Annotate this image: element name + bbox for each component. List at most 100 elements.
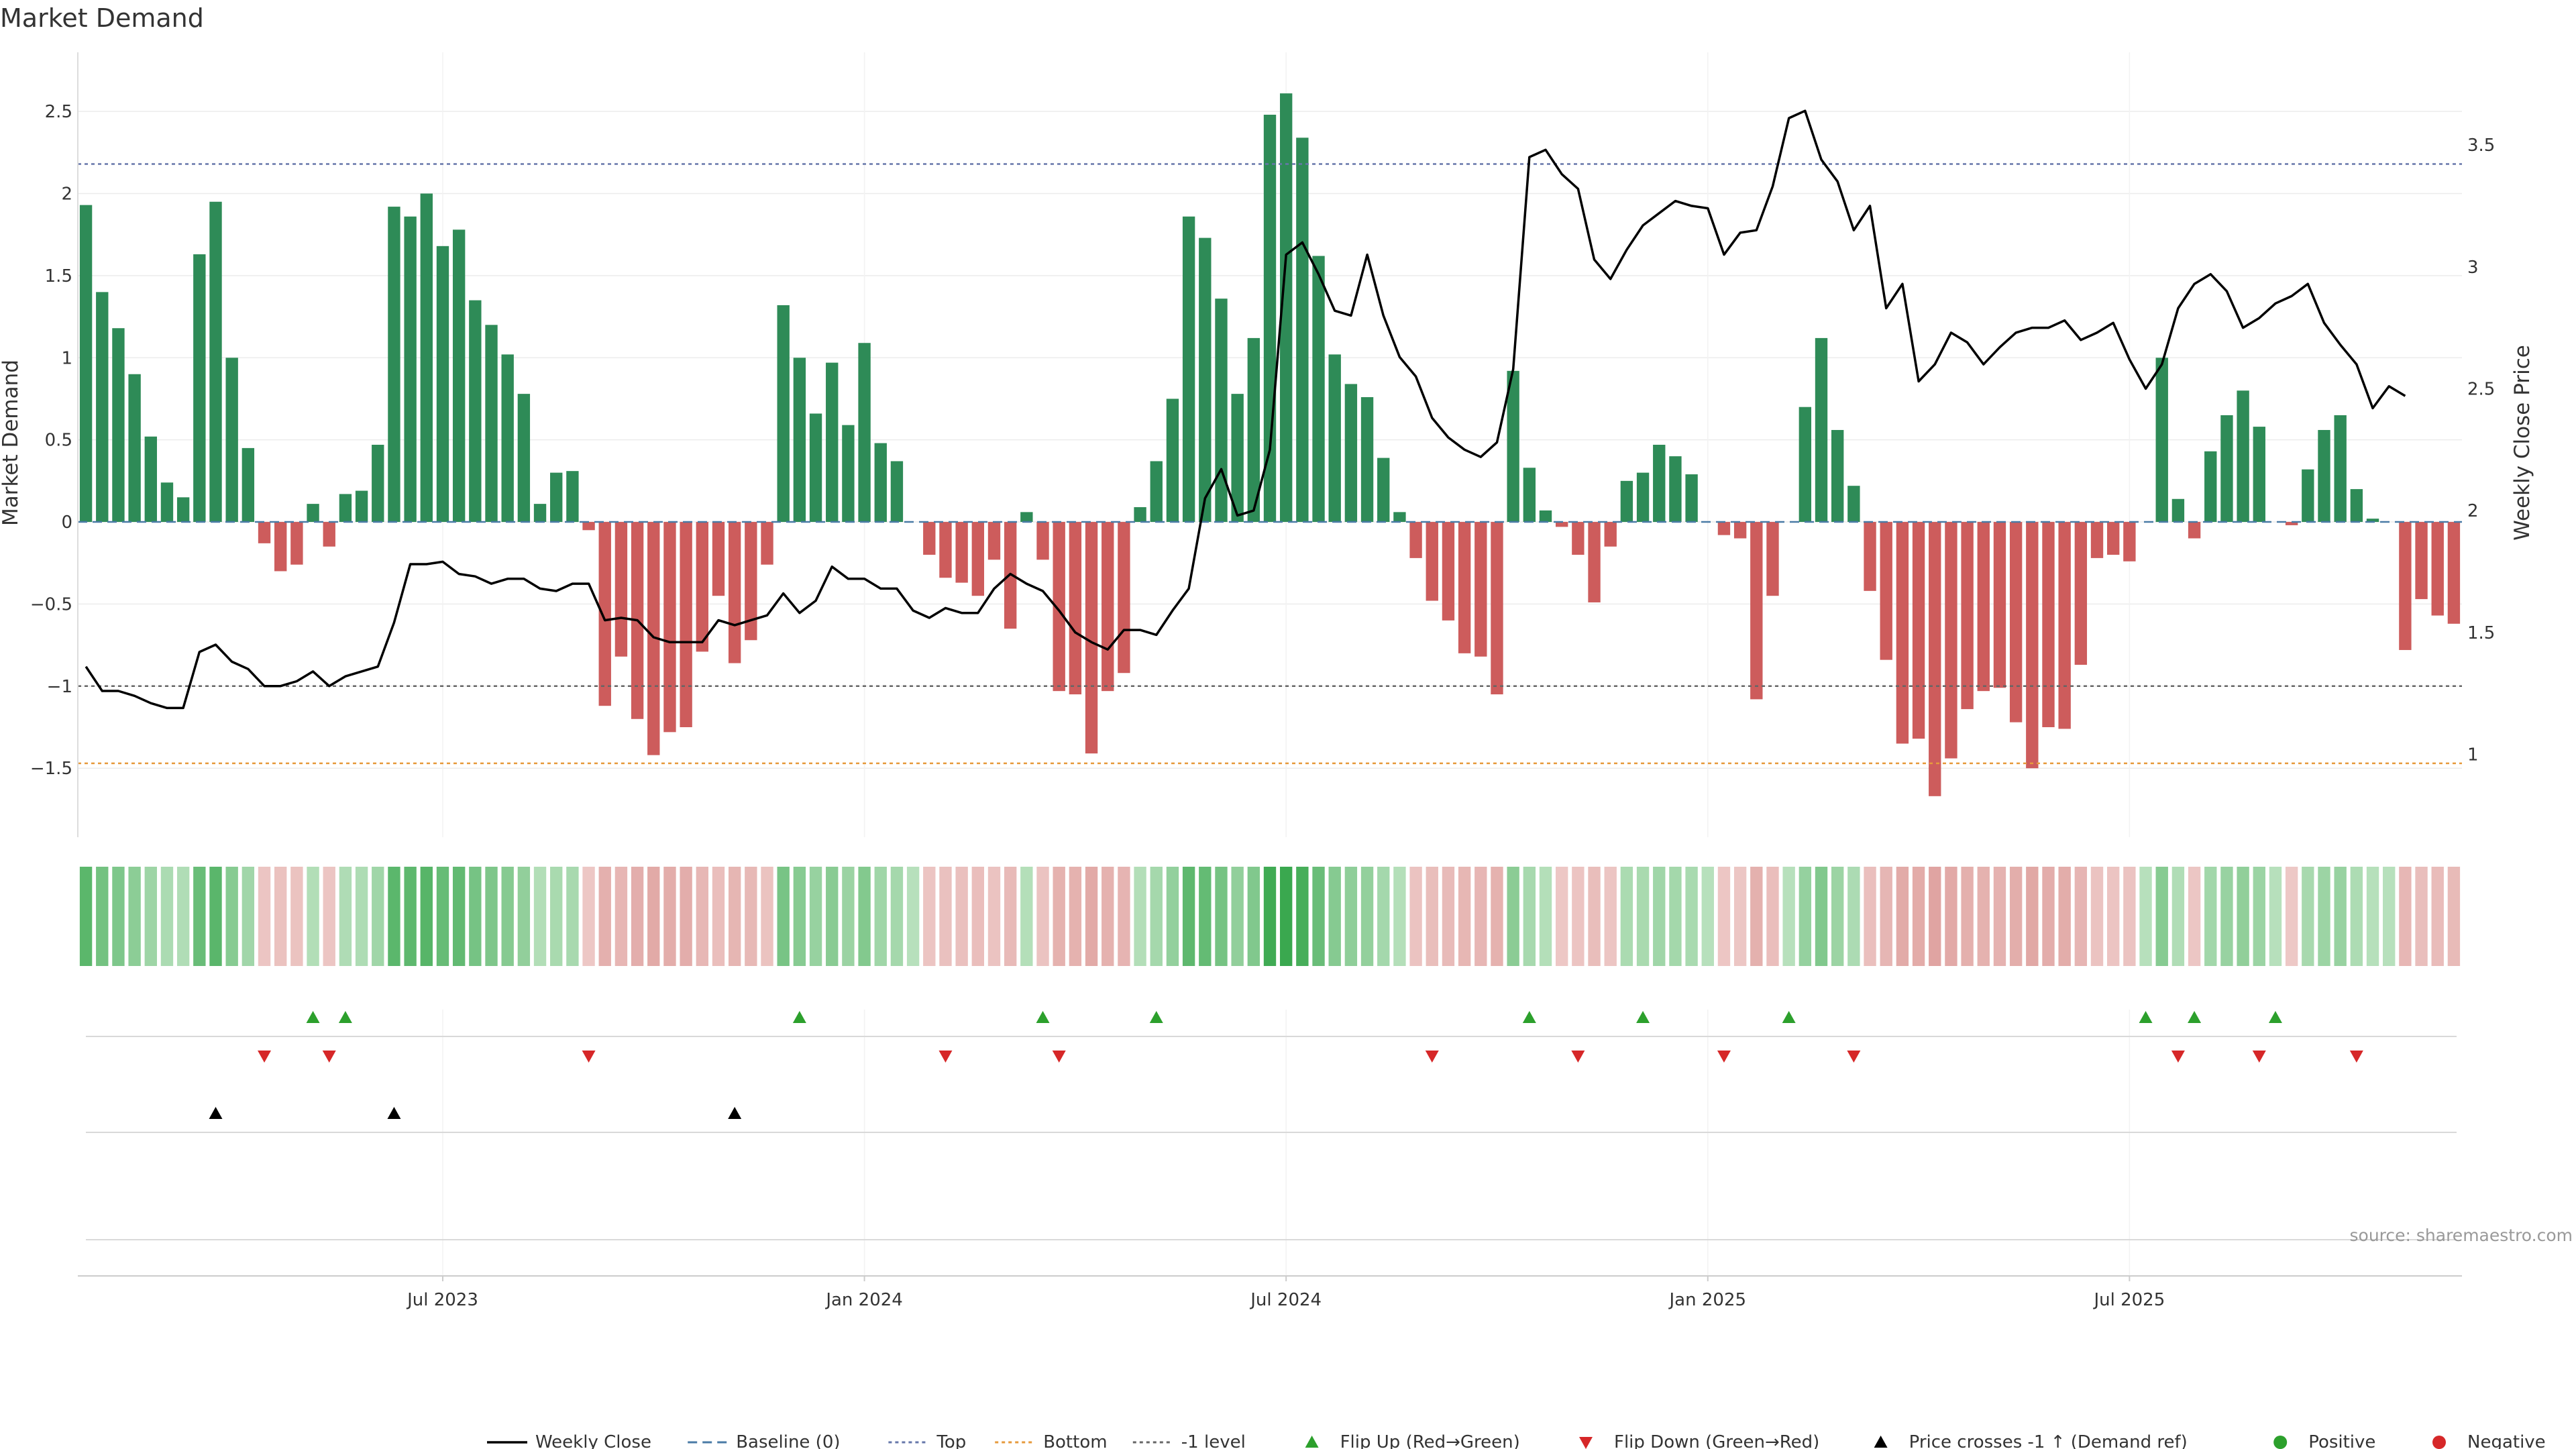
- heat-cell: [971, 867, 985, 966]
- demand-bar: [2090, 522, 2104, 558]
- heat-cell: [96, 867, 109, 966]
- heat-cell: [1199, 867, 1212, 966]
- right-tick-label: 3.5: [2467, 136, 2495, 156]
- demand-bar: [1636, 472, 1650, 523]
- demand-bar: [1523, 468, 1536, 523]
- heat-cell: [1961, 867, 1974, 966]
- heat-cell: [404, 867, 417, 966]
- heat-cell: [1085, 867, 1098, 966]
- demand-bar: [809, 413, 822, 523]
- demand-bar: [1507, 370, 1519, 523]
- legend-item: Flip Down (Green→Red): [1579, 1432, 1819, 1449]
- demand-bar: [1085, 522, 1098, 754]
- demand-bar: [2399, 522, 2412, 650]
- left-tick-label: −1.5: [30, 759, 72, 779]
- demand-bar: [79, 205, 93, 523]
- heat-cell: [2026, 867, 2039, 966]
- legend-item: Price crosses -1 ↑ (Demand ref): [1874, 1432, 2188, 1449]
- heat-cell: [1247, 867, 1260, 966]
- demand-bar: [728, 522, 741, 663]
- demand-bar: [420, 193, 433, 523]
- heat-cell: [501, 867, 514, 966]
- heat-cell: [1134, 867, 1146, 966]
- demand-bar: [1831, 429, 1844, 523]
- x-axis: Jul 2023 Jan 2024 Jul 2024 Jan 2025 Jul 2025: [78, 1275, 2462, 1310]
- demand-bar: [1572, 522, 1585, 555]
- demand-bar: [2188, 522, 2201, 539]
- heat-cell: [2415, 867, 2428, 966]
- heat-cell: [1296, 867, 1309, 966]
- demand-bar: [1409, 522, 1422, 558]
- heat-cell: [1458, 867, 1471, 966]
- demand-bar: [290, 522, 303, 565]
- demand-bar: [1166, 398, 1179, 523]
- demand-bar: [1231, 394, 1244, 523]
- demand-bar: [1328, 354, 1341, 523]
- heat-cell: [1069, 867, 1082, 966]
- demand-bar: [225, 358, 238, 523]
- demand-bar: [2431, 522, 2444, 616]
- demand-bar: [1929, 522, 1941, 796]
- heat-cell: [1507, 867, 1519, 966]
- heat-cell: [1182, 867, 1195, 966]
- demand-bar: [696, 522, 708, 652]
- heat-cell: [2204, 867, 2217, 966]
- heat-cell: [1231, 867, 1244, 966]
- heat-cell: [826, 867, 839, 966]
- demand-bar: [777, 305, 790, 523]
- demand-bar: [241, 447, 255, 523]
- heat-cell: [339, 867, 352, 966]
- demand-bar: [533, 504, 547, 523]
- demand-bar: [2058, 522, 2071, 729]
- price-cross-marker: [728, 1107, 742, 1119]
- heat-cell: [1604, 867, 1617, 966]
- x-tick-label: Jul 2024: [1249, 1290, 1322, 1310]
- heat-cell: [1409, 867, 1422, 966]
- demand-bar: [436, 246, 449, 523]
- legend-label: Negative: [2467, 1432, 2546, 1449]
- heat-cell: [1491, 867, 1503, 966]
- right-tick-label: 1: [2467, 745, 2479, 765]
- legend-item: Weekly Close: [487, 1432, 651, 1449]
- heat-cell: [566, 867, 579, 966]
- demand-bar: [176, 497, 190, 523]
- demand-bar: [1182, 216, 1195, 523]
- heat-cell: [793, 867, 806, 966]
- heat-cell: [388, 867, 400, 966]
- heat-cell: [258, 867, 271, 966]
- legend-swatch: [1305, 1436, 1319, 1448]
- heat-cell: [1539, 867, 1552, 966]
- demand-bar: [1653, 445, 1666, 523]
- flip-down-marker: [2349, 1051, 2363, 1063]
- heat-cell: [1328, 867, 1341, 966]
- heat-cell: [1636, 867, 1650, 966]
- heat-cell: [2383, 867, 2396, 966]
- heat-cell: [355, 867, 368, 966]
- demand-bar: [485, 325, 498, 523]
- demand-bar: [923, 522, 936, 555]
- heat-cell: [469, 867, 482, 966]
- demand-bar: [987, 522, 1001, 560]
- heat-cell: [712, 867, 725, 966]
- demand-bar: [2237, 390, 2249, 523]
- demand-bar: [1442, 522, 1455, 621]
- heat-cell: [323, 867, 335, 966]
- demand-bar: [842, 425, 855, 523]
- left-tick-label: 0.5: [45, 431, 72, 451]
- heat-cell: [1945, 867, 1957, 966]
- demand-bar: [1539, 510, 1552, 523]
- heat-cell: [1102, 867, 1114, 966]
- demand-bar: [2447, 522, 2461, 624]
- heat-cell: [1344, 867, 1358, 966]
- heat-cell: [2171, 867, 2185, 966]
- legend-label: Positive: [2308, 1432, 2375, 1449]
- demand-bar: [971, 522, 985, 596]
- legend-item: Top: [888, 1432, 966, 1449]
- flip-down-marker: [258, 1051, 272, 1063]
- heat-cell: [1733, 867, 1747, 966]
- heat-cell: [2253, 867, 2265, 966]
- flip-down-marker: [938, 1051, 953, 1063]
- axes: 2.5 2 1.5 1 0.5 0 −0.5 −1 −1.5 3.5 3 2.5 2 1.5 1: [30, 52, 2495, 837]
- demand-bar: [1474, 522, 1487, 657]
- demand-bar: [258, 522, 271, 543]
